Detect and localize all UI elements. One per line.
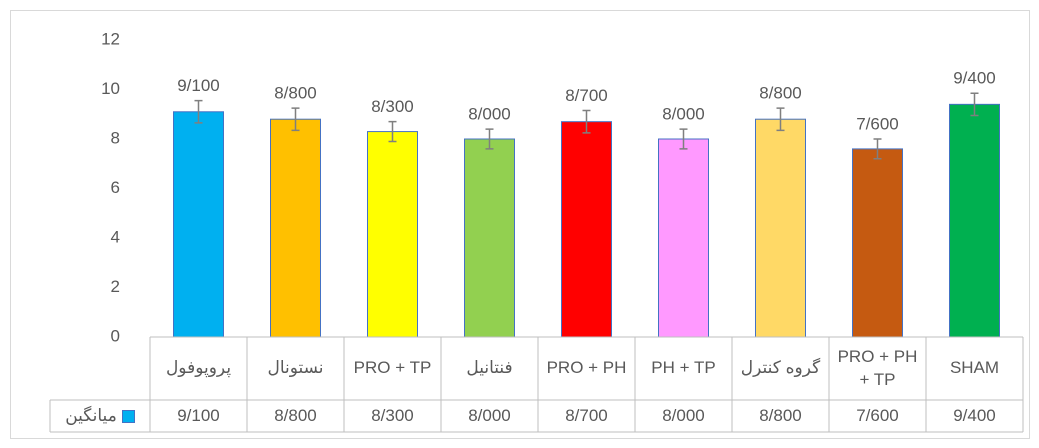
- x-tick-label: PH + TP: [651, 358, 716, 378]
- error-bar: [873, 138, 882, 160]
- x-tick-label: نستونال: [267, 358, 324, 378]
- table-value-box: 8/800: [759, 405, 802, 425]
- table-value-box: 9/400: [953, 405, 996, 425]
- legend-label-box: میانگین: [50, 400, 150, 432]
- data-label: 8/000: [468, 105, 511, 124]
- x-tick-label: SHAM: [949, 358, 1000, 378]
- error-bar: [679, 128, 688, 150]
- table-value: 8/800: [274, 405, 317, 425]
- x-tick-label-box: SHAM: [949, 358, 1000, 378]
- bar: [367, 131, 418, 338]
- x-tick-label: PRO + PH: [546, 358, 627, 378]
- y-tick-label: 6: [111, 178, 120, 197]
- table-value: 8/300: [371, 405, 414, 425]
- table-value-box: 7/600: [856, 405, 899, 425]
- x-tick-label: گروه کنترل: [740, 358, 821, 378]
- table-value: 9/400: [953, 405, 996, 425]
- data-label: 8/800: [759, 84, 802, 103]
- error-bar: [970, 92, 979, 117]
- data-label: 9/400: [953, 69, 996, 88]
- error-bar: [291, 107, 300, 132]
- x-tick-label: پروپوفول: [165, 358, 232, 378]
- bar: [464, 138, 515, 338]
- bar: [949, 103, 1000, 338]
- table-value: 8/000: [662, 405, 705, 425]
- x-tick-label-box: PRO + PH + TP: [837, 346, 918, 389]
- table-value: 8/700: [565, 405, 608, 425]
- table-value-box: 8/700: [565, 405, 608, 425]
- table-value: 8/000: [468, 405, 511, 425]
- x-tick-label-box: پروپوفول: [165, 358, 232, 378]
- y-tick-label: 8: [111, 128, 120, 147]
- y-tick-label: 4: [111, 227, 120, 246]
- bar: [658, 138, 709, 338]
- table-value: 7/600: [856, 405, 899, 425]
- bar: [852, 148, 903, 338]
- legend-label: میانگین: [65, 405, 117, 425]
- legend-swatch: [121, 409, 135, 423]
- table-value: 8/800: [759, 405, 802, 425]
- error-bar: [582, 109, 591, 134]
- x-tick-label-box: PH + TP: [651, 358, 716, 378]
- x-tick-label-box: نستونال: [267, 358, 324, 378]
- error-bar: [776, 107, 785, 132]
- x-tick-label-box: PRO + TP: [353, 358, 432, 378]
- data-label: 8/000: [662, 105, 705, 124]
- bar: [270, 118, 321, 338]
- x-tick-label-box: فنتانیل: [466, 358, 513, 378]
- bar: [561, 121, 612, 338]
- error-bar: [194, 99, 203, 124]
- data-label: 8/700: [565, 86, 608, 105]
- y-tick-label: 0: [111, 326, 120, 345]
- legend: میانگین: [50, 400, 150, 432]
- y-tick-label: 2: [111, 277, 120, 296]
- bar: [173, 111, 224, 338]
- x-tick-label-box: گروه کنترل: [740, 358, 821, 378]
- data-label: 9/100: [177, 76, 220, 95]
- table-value-box: 9/100: [177, 405, 220, 425]
- table-value-box: 8/800: [274, 405, 317, 425]
- x-tick-label: PRO + TP: [353, 358, 432, 378]
- x-tick-label-box: PRO + PH: [546, 358, 627, 378]
- data-label: 8/800: [274, 84, 317, 103]
- data-label: 8/300: [371, 97, 414, 116]
- table-value-box: 8/000: [468, 405, 511, 425]
- x-tick-label: PRO + PH + TP: [837, 346, 918, 389]
- x-tick-label: فنتانیل: [466, 358, 513, 378]
- error-bar: [485, 128, 494, 150]
- error-bar: [388, 120, 397, 143]
- y-tick-label: 12: [101, 29, 120, 48]
- table-value-box: 8/000: [662, 405, 705, 425]
- bar: [755, 118, 806, 338]
- table-value: 9/100: [177, 405, 220, 425]
- data-label: 7/600: [856, 114, 899, 133]
- table-value-box: 8/300: [371, 405, 414, 425]
- y-tick-label: 10: [101, 79, 120, 98]
